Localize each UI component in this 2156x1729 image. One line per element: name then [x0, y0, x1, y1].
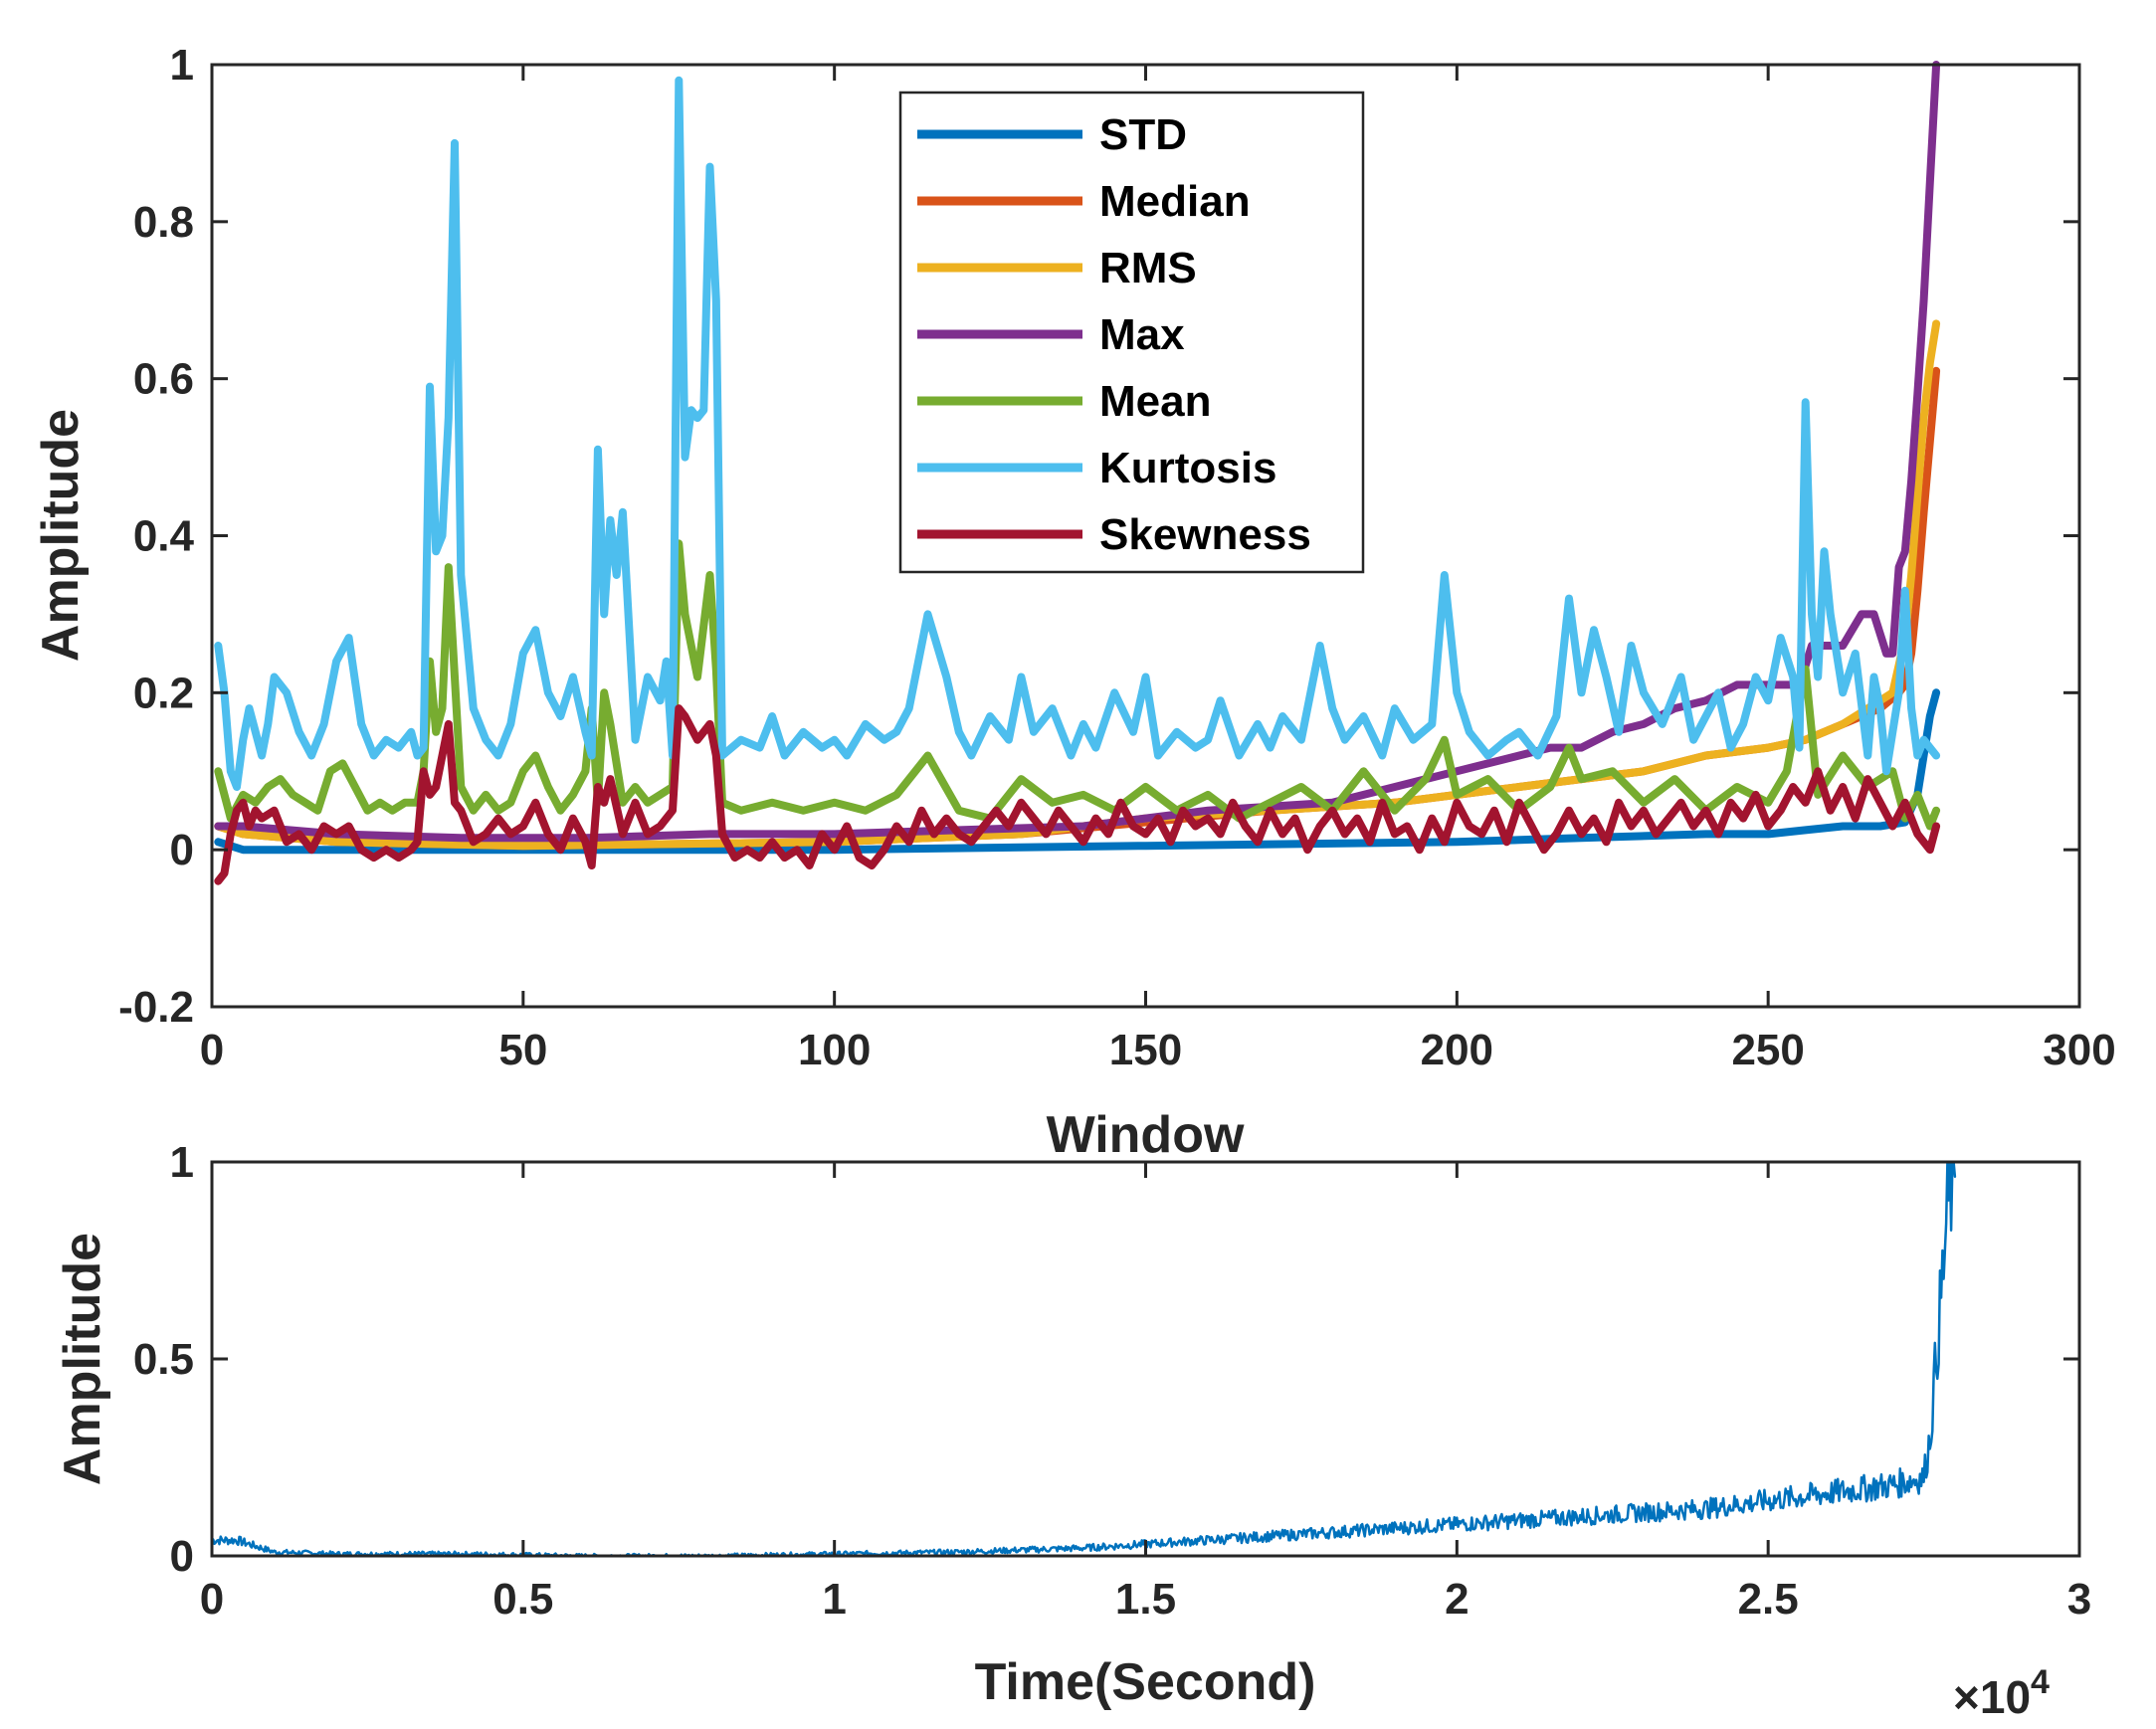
legend-label-mean: Mean — [1099, 377, 1211, 426]
legend-label-skewness: Skewness — [1099, 510, 1311, 559]
x-tick-label: 1.5 — [1115, 1575, 1176, 1624]
x-tick-label: 200 — [1421, 1026, 1493, 1074]
x-tick-label: 0 — [200, 1575, 224, 1624]
x-tick-label: 2.5 — [1738, 1575, 1799, 1624]
y-tick-label: -0.2 — [118, 983, 194, 1032]
x-tick-label: 3 — [2067, 1575, 2091, 1624]
y-tick-label: 0.8 — [133, 198, 194, 247]
y-tick-label: 0 — [170, 1532, 194, 1581]
y-tick-label: 0.6 — [133, 355, 194, 404]
x-tick-label: 150 — [1109, 1026, 1182, 1074]
y-tick-label: 0.2 — [133, 669, 194, 717]
top-x-axis-label: Window — [1047, 1106, 1245, 1164]
x-tick-label: 50 — [498, 1026, 547, 1074]
x-multiplier: ×104 — [1953, 1663, 2050, 1723]
x-tick-label: 100 — [798, 1026, 871, 1074]
x-tick-label: 2 — [1445, 1575, 1469, 1624]
bottom-series-group — [212, 1162, 1955, 1556]
legend-label-std: STD — [1099, 110, 1187, 159]
y-tick-label: 0.5 — [133, 1335, 194, 1384]
legend-label-max: Max — [1099, 310, 1185, 359]
top-y-axis-label: Amplitude — [32, 409, 90, 662]
legend-label-median: Median — [1099, 177, 1251, 226]
x-multiplier-base: ×10 — [1953, 1671, 2031, 1723]
y-tick-label: 0 — [170, 826, 194, 874]
series-line-signal — [212, 1162, 1955, 1556]
x-tick-label: 250 — [1731, 1026, 1804, 1074]
bottom-y-axis-label: Amplitude — [54, 1233, 111, 1485]
bottom-chart: 0 0.5 1 1.5 2 2.5 3 0 0.5 1 Time(Second) Amplitud… — [54, 1138, 2091, 1723]
legend-label-kurtosis: Kurtosis — [1099, 444, 1276, 492]
x-multiplier-exponent: 4 — [2031, 1663, 2050, 1701]
bottom-x-axis-label: Time(Second) — [975, 1653, 1316, 1711]
y-tick-label: 0.4 — [133, 512, 195, 561]
x-tick-label: 1 — [822, 1575, 846, 1624]
bottom-ticks-group: 0 0.5 1 1.5 2 2.5 3 0 0.5 1 — [133, 1138, 2091, 1624]
figure: 0 50 100 150 200 250 300-0.200.20.40.60.81 Win… — [0, 0, 2156, 1729]
x-tick-label: 300 — [2043, 1026, 2115, 1074]
y-tick-label: 1 — [170, 41, 194, 90]
x-tick-label: 0.5 — [492, 1575, 553, 1624]
legend: STD Median RMS Max Mean Kurtosis Skewness — [900, 93, 1363, 572]
top-chart: 0 50 100 150 200 250 300-0.200.20.40.60.81 Win… — [32, 41, 2116, 1164]
x-tick-label: 0 — [200, 1026, 224, 1074]
y-tick-label: 1 — [170, 1138, 194, 1187]
legend-label-rms: RMS — [1099, 244, 1197, 292]
